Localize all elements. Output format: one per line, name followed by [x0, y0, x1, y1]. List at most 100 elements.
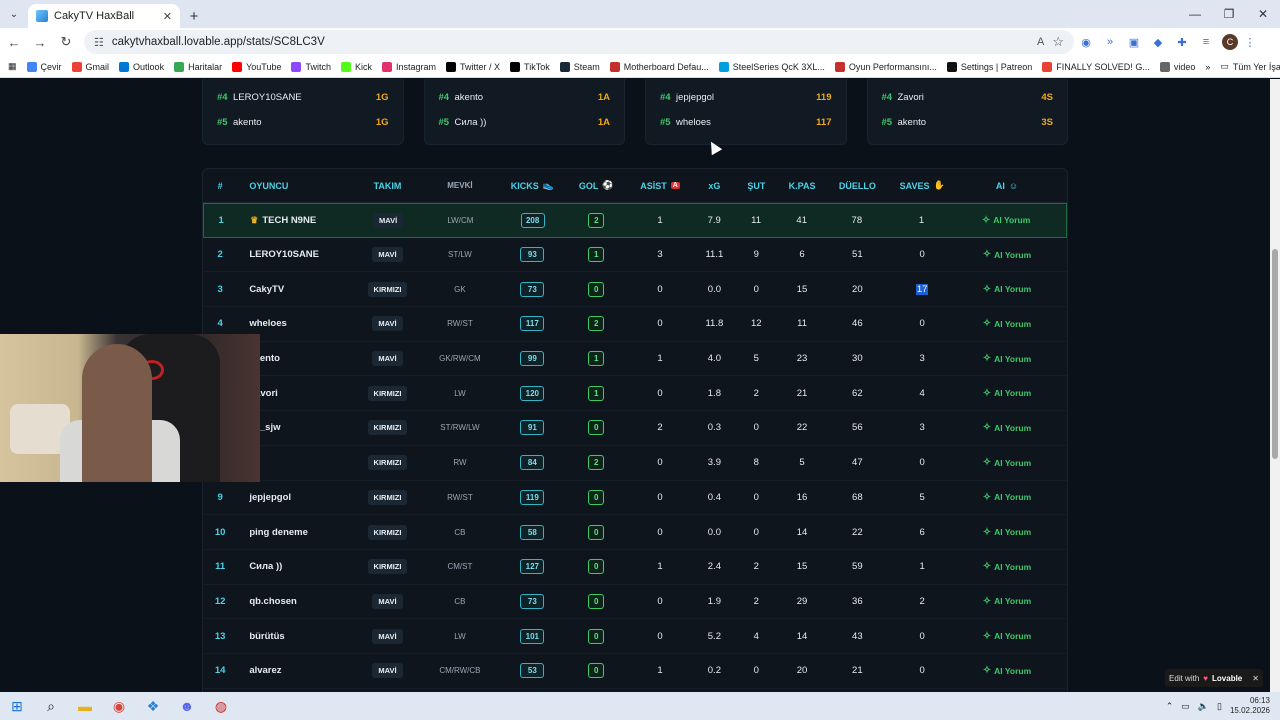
reload-button[interactable]: ↻	[60, 34, 72, 49]
tray-chevron-icon[interactable]: ⌃	[1165, 700, 1174, 711]
col-goals[interactable]: GOL ⚽	[578, 180, 614, 191]
cell-ai[interactable]: ✧ AI Yorum	[947, 527, 1067, 538]
cell-ai[interactable]: ✧ AI Yorum	[946, 215, 1066, 226]
ai-comment-link[interactable]: ✧ AI Yorum	[982, 353, 1032, 365]
address-bar[interactable]: ☷ cakytvhaxball.lovable.app/stats/SC8LC3…	[84, 30, 1074, 54]
ai-comment-link[interactable]: ✧ AI Yorum	[981, 214, 1031, 226]
cell-player[interactable]: akento	[237, 353, 344, 364]
cell-player[interactable]: Zavori	[237, 388, 344, 399]
leader-name[interactable]: akento	[897, 117, 927, 128]
extension-icon[interactable]: »	[1106, 36, 1114, 48]
ai-comment-link[interactable]: ✧ AI Yorum	[982, 665, 1032, 677]
leader-name[interactable]: wheloes	[676, 117, 711, 128]
site-info-icon[interactable]: ☷	[94, 36, 104, 49]
table-row[interactable]: 13 bürütüs MAVİ LW 101 0 0 5.2 4 14 43 0 ✧ AI Yorum	[203, 619, 1067, 654]
forward-button[interactable]: →	[33, 34, 47, 50]
bookmark-item[interactable]: Oyun Performansını...	[834, 61, 937, 72]
table-row[interactable]: 11 Сила )) KIRMIZI CM/ST 127 0 1 2.4 2 15 59 1 ✧ AI Y…	[203, 550, 1067, 585]
col-saves[interactable]: SAVES ✋	[899, 180, 945, 191]
battery-icon[interactable]: ▯	[1217, 700, 1222, 711]
window-close-icon[interactable]: ✕	[1257, 7, 1269, 21]
discord-icon[interactable]: ☻	[179, 698, 195, 714]
leader-name[interactable]: Zavori	[897, 92, 924, 103]
col-duels[interactable]: DÜELLO	[838, 180, 876, 191]
all-bookmarks-folder[interactable]: ▭Tüm Yer İşaretleri	[1220, 61, 1280, 72]
cell-player[interactable]: wheloes	[237, 318, 344, 329]
col-key-passes[interactable]: K.PAS	[788, 180, 816, 191]
windows-start-icon[interactable]: ⊞	[11, 697, 23, 714]
bookmark-item[interactable]: Çevir	[26, 61, 62, 72]
cell-ai[interactable]: ✧ AI Yorum	[947, 665, 1067, 676]
table-row[interactable]: 12 qb.chosen MAVİ CB 73 0 0 1.9 2 29 36 2 ✧ AI Yorum	[203, 585, 1067, 620]
cell-ai[interactable]: ✧ AI Yorum	[947, 492, 1067, 503]
table-row[interactable]: 1 ♛ TECH N9NE MAVİ LW/CM 208 2 1 7.9 11 41 78 1 ✧ AI Y…	[203, 203, 1067, 238]
volume-icon[interactable]: 🔈	[1197, 700, 1209, 711]
cell-ai[interactable]: ✧ AI Yorum	[947, 561, 1067, 572]
page-scrollbar[interactable]	[1270, 79, 1280, 692]
table-row[interactable]: 4 wheloes MAVİ RW/ST 117 2 0 11.8 12 11 46 0 ✧ AI Yor…	[203, 307, 1067, 342]
system-clock[interactable]: 06:13 15.02.2026	[1229, 696, 1270, 715]
tab-close-icon[interactable]: ✕	[162, 10, 172, 23]
badge-close-icon[interactable]: ✕	[1252, 673, 1259, 683]
bookmark-item[interactable]: YouTube	[232, 61, 281, 72]
obs-icon[interactable]: ◍	[214, 697, 228, 714]
cell-ai[interactable]: ✧ AI Yorum	[947, 457, 1067, 468]
ai-comment-link[interactable]: ✧ AI Yorum	[982, 422, 1032, 434]
cell-player[interactable]: se_sjw	[237, 422, 344, 433]
bookmark-star-icon[interactable]: ☆	[1052, 34, 1064, 49]
cell-player[interactable]: ping deneme	[237, 527, 344, 538]
col-team[interactable]: TAKIM	[373, 180, 402, 191]
leader-name[interactable]: LEROY10SANE	[233, 92, 302, 103]
table-row[interactable]: 2 LEROY10SANE MAVİ ST/LW 93 1 3 11.1 9 6 51 0 ✧ AI Yo…	[203, 238, 1067, 273]
cell-player[interactable]: ♛ TECH N9NE	[238, 215, 345, 226]
extension-icon[interactable]: ◉	[1081, 36, 1091, 49]
leader-name[interactable]: akento	[233, 117, 262, 128]
bookmark-item[interactable]: Gmail	[71, 61, 109, 72]
cell-ai[interactable]: ✧ AI Yorum	[947, 422, 1067, 433]
col-xg[interactable]: xG	[708, 180, 721, 191]
col-kicks[interactable]: KICKS 👟	[510, 180, 554, 191]
scrollbar-thumb[interactable]	[1272, 249, 1278, 459]
col-position[interactable]: MEVKİ	[447, 181, 473, 190]
ai-comment-link[interactable]: ✧ AI Yorum	[982, 526, 1032, 538]
bookmark-item[interactable]: Outlook	[119, 61, 164, 72]
bookmark-item[interactable]: Motherboard Defau...	[609, 61, 709, 72]
ai-comment-link[interactable]: ✧ AI Yorum	[982, 595, 1032, 607]
bookmark-item[interactable]: Steam	[559, 61, 600, 72]
lovable-badge[interactable]: Edit with ♥ Lovable ✕	[1165, 669, 1263, 687]
col-ai[interactable]: AI ☺	[995, 180, 1019, 191]
table-row[interactable]: 9 jepjepgol KIRMIZI RW/ST 119 0 0 0.4 0 16 68 5 ✧ AI …	[203, 481, 1067, 516]
browser-tab[interactable]: CakyTV HaxBall ✕	[28, 4, 180, 28]
app-icon[interactable]: ❖	[146, 697, 160, 714]
table-row[interactable]: 3 CakyTV KIRMIZI GK 73 0 0 0.0 0 15 20 17 ✧ AI Yorum	[203, 272, 1067, 308]
cell-player[interactable]: LEROY10SANE	[237, 249, 344, 260]
bookmark-item[interactable]: Instagram	[382, 61, 436, 72]
cell-player[interactable]: alvarez	[237, 665, 344, 676]
minimize-icon[interactable]: —	[1189, 7, 1201, 21]
table-row[interactable]: 10 ping deneme KIRMIZI CB 58 0 0 0.0 0 14 22 6 ✧ AI Y…	[203, 515, 1067, 550]
apps-grid-icon[interactable]: ▦	[8, 61, 17, 71]
col-player[interactable]: OYUNCU	[249, 180, 289, 191]
cell-player[interactable]: jepjepgol	[237, 492, 344, 503]
bookmark-item[interactable]: Settings | Patreon	[946, 61, 1032, 72]
ai-comment-link[interactable]: ✧ AI Yorum	[982, 387, 1032, 399]
search-icon[interactable]: ⌕	[47, 697, 55, 714]
bookmark-item[interactable]: Haritalar	[174, 61, 222, 72]
cell-ai[interactable]: ✧ AI Yorum	[947, 284, 1067, 295]
col-rank[interactable]: #	[217, 180, 223, 191]
ai-comment-link[interactable]: ✧ AI Yorum	[982, 457, 1032, 469]
cell-ai[interactable]: ✧ AI Yorum	[947, 388, 1067, 399]
browser-menu-icon[interactable]: ⋮	[1244, 36, 1256, 49]
extension-icon[interactable]: ◆	[1153, 36, 1163, 49]
back-button[interactable]: ←	[7, 34, 21, 50]
file-explorer-icon[interactable]: ▬	[78, 698, 92, 714]
cell-player[interactable]: Сила ))	[237, 561, 344, 572]
restore-icon[interactable]: ❐	[1223, 7, 1235, 21]
new-tab-button[interactable]: +	[189, 7, 199, 25]
reading-list-icon[interactable]: ≡	[1202, 36, 1210, 48]
ai-comment-link[interactable]: ✧ AI Yorum	[982, 630, 1032, 642]
tab-search-icon[interactable]: ⌄	[9, 8, 19, 20]
